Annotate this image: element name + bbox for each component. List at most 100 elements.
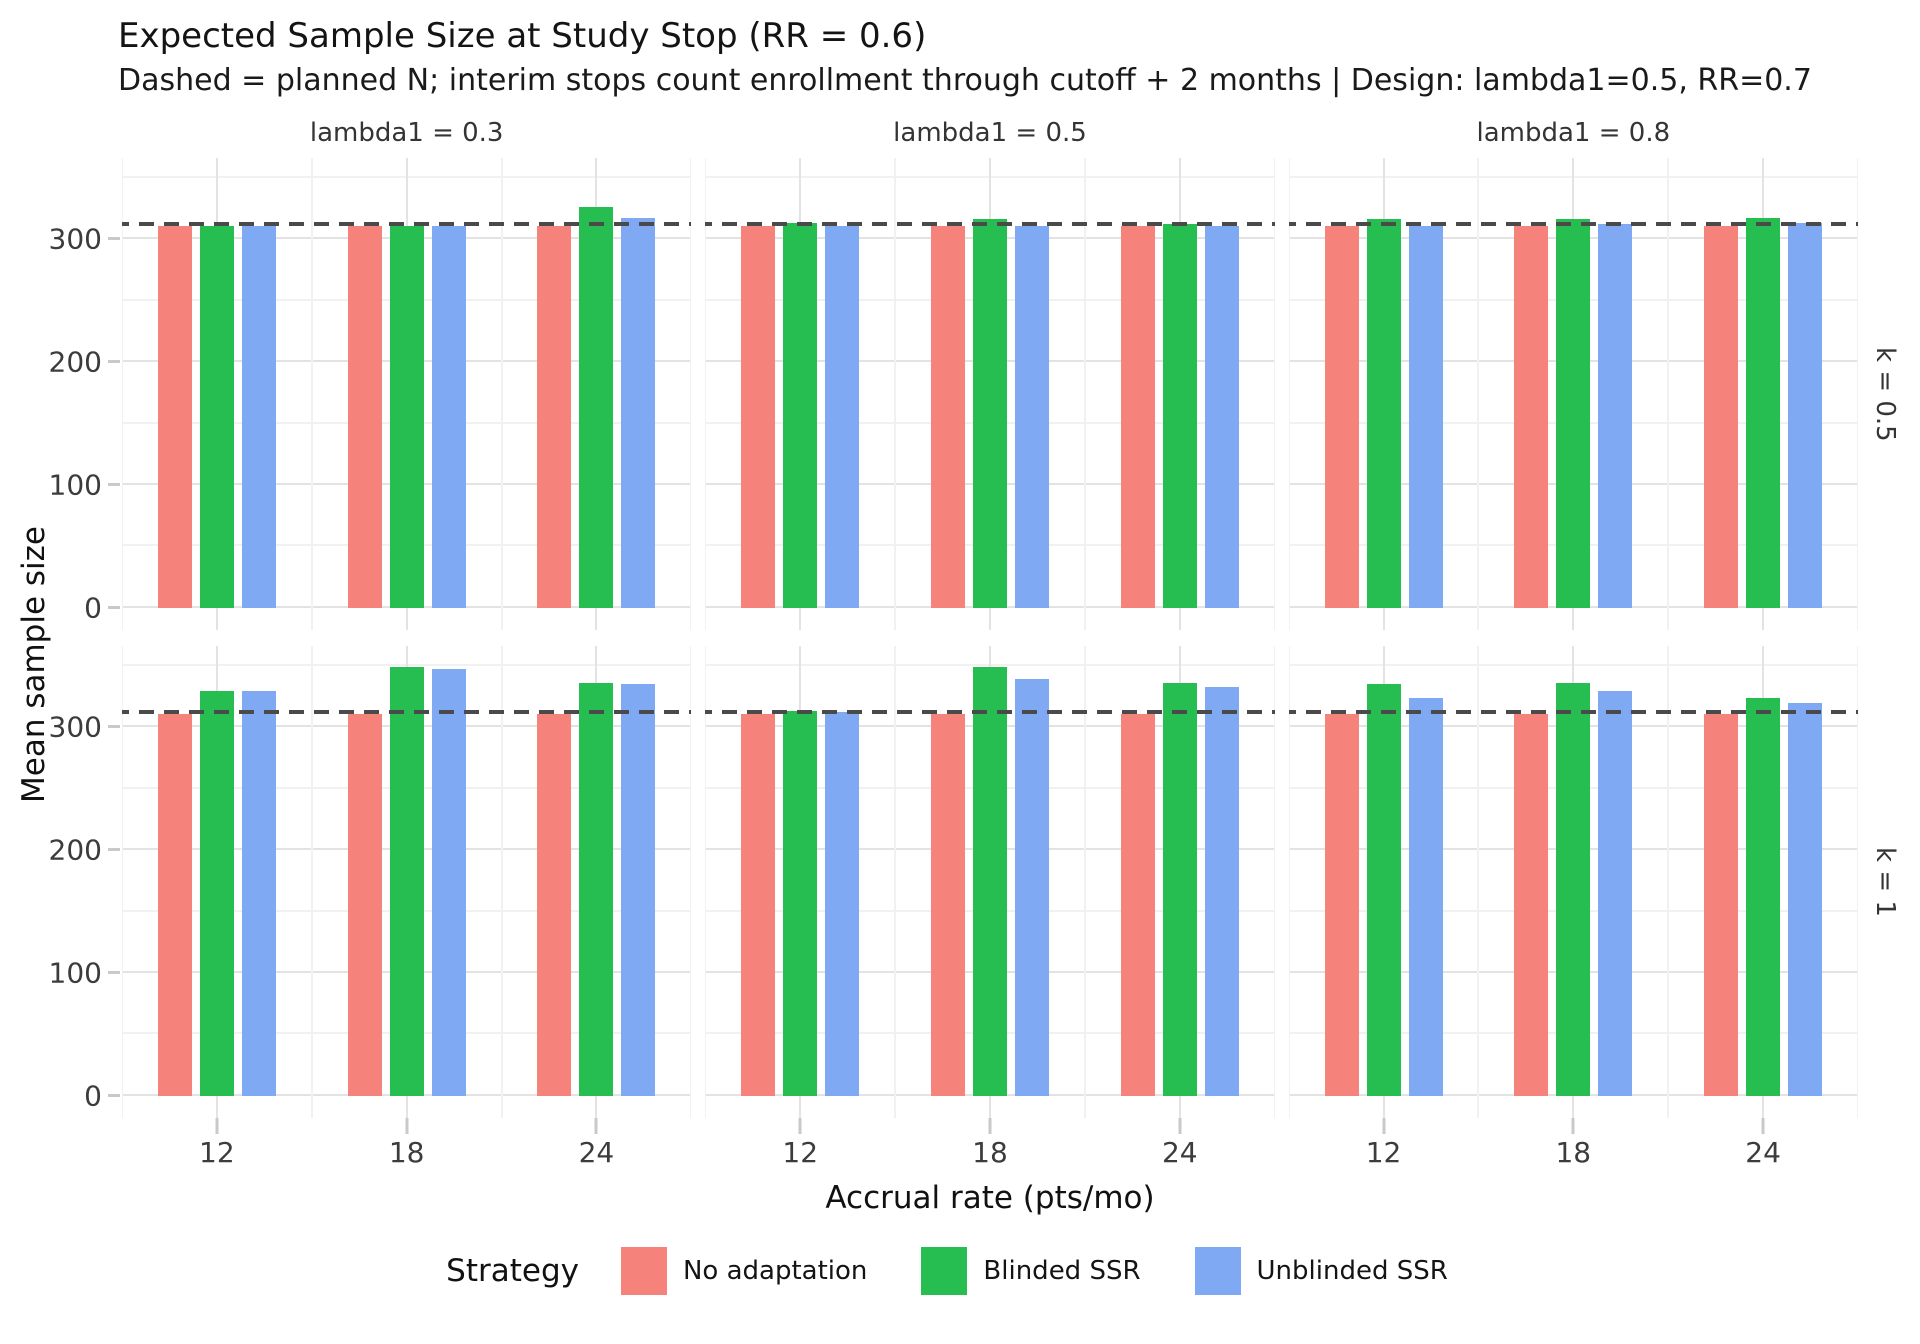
bar-unblinded-ssr-x18 [1598,691,1633,1096]
legend-item-unblinded-ssr: Unblinded SSR [1194,1247,1448,1295]
bar-unblinded-ssr-x18 [1014,225,1049,608]
y-tick-mark [108,482,120,486]
gridline-minor [1273,158,1275,630]
bar-no-adaptation-x24 [1704,225,1739,608]
x-axis-ticks-panel-2: 12 18 24 [705,1118,1274,1170]
x-tick-label: 18 [388,1136,425,1169]
y-tick-mark [108,237,120,241]
bar-no-adaptation-x24 [1704,713,1739,1096]
bar-blinded-ssr-x24 [1746,697,1781,1096]
planned-n-dashed-line [705,710,1275,715]
gridline-minor [310,158,313,630]
bar-unblinded-ssr-x18 [1014,679,1049,1096]
x-tick-mark [798,1118,802,1134]
y-tick-label: 200 [48,833,102,867]
bar-no-adaptation-x12 [741,713,776,1096]
bar-no-adaptation-x12 [157,225,192,608]
gridline-minor [500,646,503,1118]
bar-unblinded-ssr-x12 [241,225,276,608]
x-tick-mark [1571,1118,1575,1134]
y-tick-mark [108,1093,120,1097]
y-tick-label: 100 [48,468,102,502]
bar-blinded-ssr-x24 [1162,224,1197,608]
gridline-minor [122,646,123,1118]
legend-label-no-adaptation: No adaptation [682,1256,868,1286]
y-tick-label: 0 [84,1079,102,1113]
bar-blinded-ssr-x24 [579,207,614,608]
y-tick-label: 300 [48,222,102,256]
bar-blinded-ssr-x18 [972,219,1007,608]
facet-grid: lambda1 = 0.3 lambda1 = 0.5 lambda1 = 0.… [8,108,1912,1316]
bar-blinded-ssr-x12 [199,691,234,1096]
x-axis-title: Accrual rate (pts/mo) [825,1180,1155,1216]
gridline-minor [122,158,123,630]
facet-col-label-2: lambda1 = 0.5 [893,118,1087,148]
panel-k1-lambda03 [122,646,692,1118]
bar-unblinded-ssr-x18 [1598,224,1633,608]
bar-no-adaptation-x12 [1324,225,1359,608]
x-tick-mark [1178,1118,1182,1134]
x-tick-mark [215,1118,219,1134]
x-tick-mark [594,1118,598,1134]
planned-n-dashed-line [122,710,692,715]
bar-blinded-ssr-x18 [389,666,424,1096]
gridline-minor [1288,158,1290,630]
gridline-minor [310,646,313,1118]
planned-n-dashed-line [705,222,1275,227]
bar-unblinded-ssr-x24 [621,684,656,1096]
panel-k05-lambda03 [122,158,692,630]
bar-blinded-ssr-x12 [1366,684,1401,1096]
facet-col-label-3: lambda1 = 0.8 [1476,118,1671,148]
bar-no-adaptation-x24 [537,713,572,1096]
gridline-minor [1667,646,1670,1118]
x-tick-mark [1382,1118,1386,1134]
legend-label-blinded-ssr: Blinded SSR [983,1256,1141,1286]
y-tick-mark [108,360,120,364]
bar-blinded-ssr-x18 [972,666,1007,1096]
chart-subtitle: Dashed = planned N; interim stops count … [118,63,1812,98]
facet-row-label-2-text: k = 1 [1869,847,1900,917]
bar-blinded-ssr-x18 [389,225,424,608]
bar-no-adaptation-x12 [157,713,192,1096]
bar-blinded-ssr-x12 [1366,219,1401,608]
y-tick-label: 200 [48,345,102,379]
y-tick-label: 100 [48,956,102,990]
x-axis-ticks-panel-1: 12 18 24 [122,1118,691,1170]
gridline-minor [690,158,692,630]
gridline-minor [1288,646,1290,1118]
legend-title: Strategy [446,1253,579,1289]
y-axis-ticks-bottom-row: 0 100 200 300 [49,646,122,1118]
facet-row-label-1-text: k = 0.5 [1869,346,1900,442]
bar-no-adaptation-x18 [930,225,965,608]
x-tick-label: 18 [972,1136,1008,1169]
bar-blinded-ssr-x24 [1162,682,1197,1096]
bar-unblinded-ssr-x12 [825,712,860,1096]
gridline-minor [1856,646,1858,1118]
bar-no-adaptation-x24 [1120,225,1155,608]
legend-swatch-blinded-ssr [921,1247,968,1295]
panel-k1-lambda05 [705,646,1275,1118]
y-tick-mark [108,605,120,609]
legend: Strategy No adaptation Blinded SSR Unbli… [8,1226,1912,1316]
x-axis-ticks-panel-3: 12 18 24 [1289,1118,1858,1170]
bar-blinded-ssr-x18 [1556,682,1591,1096]
gridline-minor [894,158,897,630]
gridline-minor [1477,646,1480,1118]
x-tick-label: 18 [1555,1136,1592,1169]
bar-unblinded-ssr-x24 [1204,225,1239,608]
chart-title: Expected Sample Size at Study Stop (RR =… [118,16,927,56]
bar-blinded-ssr-x18 [1556,219,1591,608]
gridline-minor [500,158,503,630]
bar-no-adaptation-x18 [930,713,965,1096]
y-tick-label: 300 [48,710,102,744]
y-tick-mark [108,725,120,729]
y-tick-mark [108,970,120,974]
x-tick-label: 12 [1365,1136,1402,1169]
bar-blinded-ssr-x24 [579,682,614,1096]
legend-swatch-no-adaptation [620,1247,667,1295]
bar-blinded-ssr-x12 [199,225,234,608]
gridline-minor [690,646,692,1118]
facet-row-label-1: k = 0.5 [1858,158,1912,630]
bar-unblinded-ssr-x24 [1788,702,1823,1096]
bar-unblinded-ssr-x12 [1408,697,1443,1096]
